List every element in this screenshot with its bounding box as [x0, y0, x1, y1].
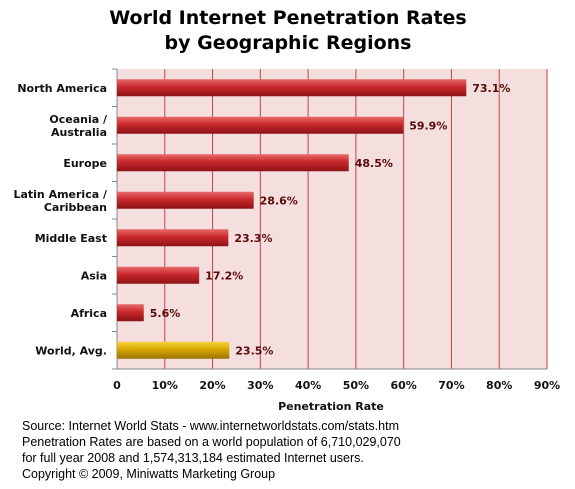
x-tick-label: 20%	[199, 379, 225, 392]
category-label: North America	[17, 82, 107, 95]
source-line: Source: Internet World Stats - www.inter…	[22, 419, 399, 433]
source-line: Copyright © 2009, Miniwatts Marketing Gr…	[22, 467, 276, 481]
x-tick-label: 0	[113, 379, 121, 392]
bar	[117, 304, 144, 322]
value-label: 23.5%	[235, 344, 273, 357]
chart: World Internet Penetration Rates by Geog…	[13, 7, 560, 413]
x-tick-label: 70%	[438, 379, 464, 392]
plot-area	[117, 69, 547, 369]
bar	[117, 79, 467, 97]
value-label: 23.3%	[234, 232, 272, 245]
category-label: Middle East	[35, 232, 107, 245]
source-line: for full year 2008 and 1,574,313,184 est…	[22, 451, 364, 465]
value-label: 5.6%	[150, 307, 181, 320]
x-axis-title: Penetration Rate	[278, 400, 384, 413]
x-tick-labels: 0 10% 20% 30% 40% 50% 60% 70% 80% 90%	[113, 379, 560, 392]
bar	[117, 116, 404, 134]
category-label: Europe	[63, 157, 107, 170]
x-tick-label: 80%	[486, 379, 512, 392]
x-tick-label: 60%	[390, 379, 416, 392]
x-tick-label: 90%	[534, 379, 560, 392]
category-label: Africa	[71, 307, 107, 320]
x-tick-label: 10%	[152, 379, 178, 392]
category-label: Oceania / Australia	[49, 113, 108, 139]
value-label: 73.1%	[472, 82, 510, 95]
source-line: Penetration Rates are based on a world p…	[22, 435, 401, 449]
bar	[117, 191, 254, 209]
x-tick-label: 50%	[343, 379, 369, 392]
bar	[117, 154, 349, 172]
value-label: 48.5%	[355, 157, 393, 170]
bar-world-average	[117, 341, 230, 359]
x-tick-label: 30%	[247, 379, 273, 392]
bars	[117, 79, 467, 359]
category-label: World, Avg.	[35, 344, 107, 357]
source-note: Source: Internet World Stats - www.inter…	[22, 418, 562, 482]
chart-subtitle: by Geographic Regions	[165, 32, 412, 54]
value-label: 59.9%	[409, 119, 447, 132]
bar	[117, 229, 229, 247]
category-label: Asia	[81, 269, 107, 282]
x-tick-label: 40%	[295, 379, 321, 392]
bar	[117, 266, 200, 284]
category-label: Latin America / Caribbean	[13, 188, 108, 214]
category-labels: 73.1% North America 59.9% Oceania / Australi…	[13, 82, 510, 358]
value-label: 17.2%	[205, 269, 243, 282]
value-label: 28.6%	[260, 194, 298, 207]
chart-title: World Internet Penetration Rates	[109, 7, 467, 29]
